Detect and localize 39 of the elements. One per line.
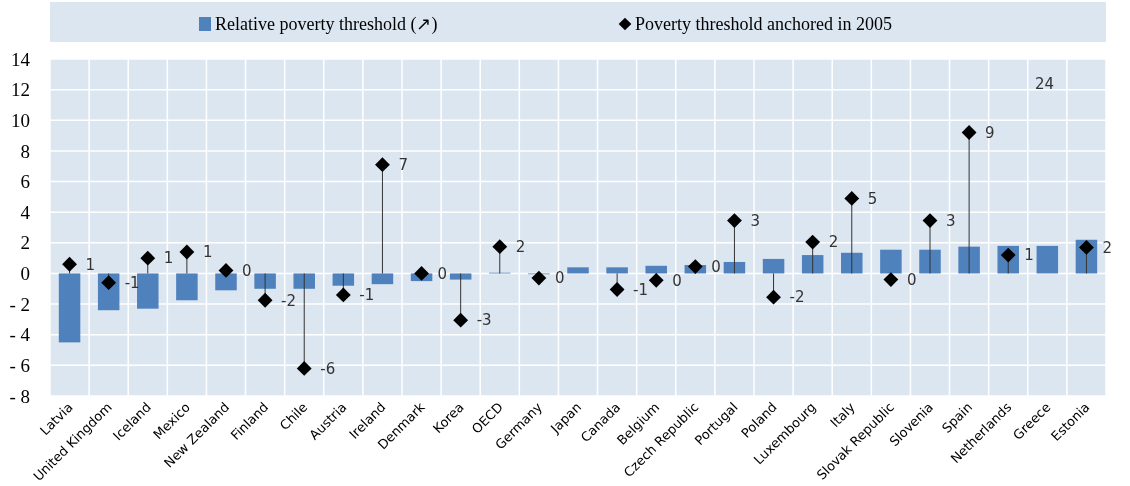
y-tick-label: 6 xyxy=(20,171,30,193)
y-tick-label: 10 xyxy=(11,109,30,131)
y-tick-label: 8 xyxy=(20,140,30,162)
data-label: 1 xyxy=(163,249,174,268)
data-label: -2 xyxy=(789,288,805,307)
data-label: 9 xyxy=(985,123,995,142)
data-label: 0 xyxy=(437,264,448,283)
y-tick-label: 0 xyxy=(20,263,30,285)
data-label: 1 xyxy=(85,255,96,274)
data-label: 0 xyxy=(672,271,682,290)
data-label: -6 xyxy=(320,359,336,378)
y-tick-label: 12 xyxy=(11,79,30,101)
data-label: -2 xyxy=(281,291,297,310)
data-label: 0 xyxy=(711,257,721,276)
y-tick-label: - 2 xyxy=(9,293,30,315)
data-label: 2 xyxy=(828,233,839,252)
y-tick-label: - 4 xyxy=(9,324,31,346)
y-tick-label: 14 xyxy=(11,48,31,70)
data-label: 3 xyxy=(946,211,956,230)
y-tick-label: 2 xyxy=(20,232,30,254)
data-label: 5 xyxy=(867,189,878,208)
y-tick-label: 4 xyxy=(20,201,31,223)
data-label: 0 xyxy=(242,261,252,280)
legend-label: Poverty threshold anchored in 2005 xyxy=(635,14,892,35)
data-label: 3 xyxy=(750,211,760,230)
data-label: 2 xyxy=(1102,238,1112,257)
data-label: 0 xyxy=(906,270,917,289)
y-tick-label: - 6 xyxy=(9,355,30,377)
annotation: 24 xyxy=(1034,75,1054,94)
data-label: 0 xyxy=(554,269,565,288)
data-label: -3 xyxy=(476,311,492,330)
legend-label: Relative poverty threshold (↗) xyxy=(215,14,438,36)
data-label: 1 xyxy=(1024,246,1034,265)
data-label: -1 xyxy=(359,286,375,305)
data-label: 1 xyxy=(202,243,213,262)
data-label: 2 xyxy=(515,237,526,256)
data-label: -1 xyxy=(633,280,649,299)
y-tick-label: - 8 xyxy=(9,385,30,407)
data-label: 7 xyxy=(398,155,408,174)
